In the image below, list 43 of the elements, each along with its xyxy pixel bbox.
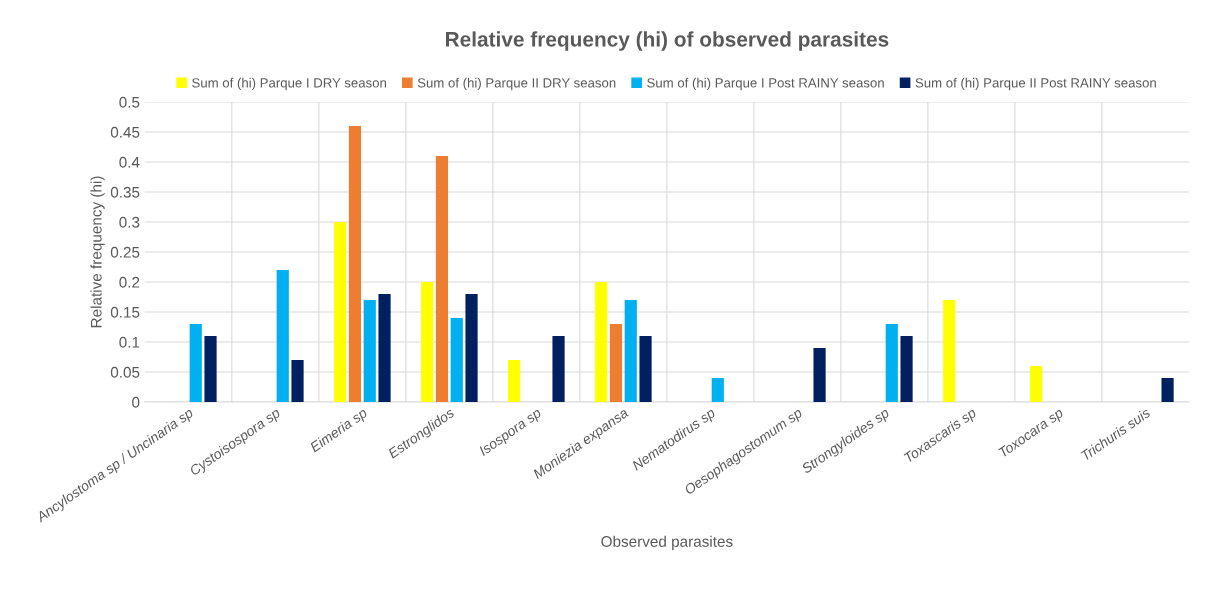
- bar: [943, 300, 956, 402]
- legend-label: Sum of (hi) Parque II Post RAINY season: [915, 77, 1156, 91]
- bar: [276, 270, 289, 402]
- bar: [435, 156, 449, 402]
- bar: [421, 282, 434, 402]
- bar: [885, 324, 898, 402]
- y-axis-title: Relative frequency (hi): [90, 176, 105, 328]
- x-axis-title: Observed parasites: [601, 535, 733, 550]
- y-tick-label: 0.15: [110, 306, 140, 318]
- y-tick-label: 0.05: [110, 366, 140, 378]
- bar: [609, 324, 623, 402]
- bar: [624, 300, 637, 402]
- y-tick-label: 0.4: [119, 156, 140, 168]
- bar: [291, 360, 304, 402]
- y-tick-label: 0.2: [119, 276, 140, 288]
- bar: [378, 294, 391, 402]
- bar: [348, 126, 362, 402]
- bar: [189, 324, 202, 402]
- legend-label: Sum of (hi) Parque I Post RAINY season: [647, 77, 884, 91]
- bar: [711, 378, 724, 402]
- bar: [900, 336, 913, 402]
- bar: [465, 294, 478, 402]
- y-tick-label: 0: [132, 396, 140, 408]
- y-tick-label: 0.1: [119, 336, 140, 348]
- bar: [204, 336, 217, 402]
- bar: [813, 348, 826, 402]
- legend-label: Sum of (hi) Parque II DRY season: [417, 77, 616, 91]
- bar: [1030, 366, 1043, 402]
- chart-title: Relative frequency (hi) of observed parasites: [445, 31, 889, 51]
- bar: [639, 336, 652, 402]
- bar: [450, 318, 463, 402]
- y-tick-label: 0.5: [119, 96, 140, 108]
- bar: [595, 282, 608, 402]
- y-tick-label: 0.35: [110, 186, 140, 198]
- bar: [508, 360, 521, 402]
- bar: [552, 336, 565, 402]
- y-tick-label: 0.3: [119, 216, 140, 228]
- legend-label: Sum of (hi) Parque I DRY season: [192, 77, 386, 91]
- y-tick-label: 0.45: [110, 126, 140, 138]
- bar: [1161, 378, 1174, 402]
- y-tick-label: 0.25: [110, 246, 140, 258]
- bar: [363, 300, 376, 402]
- bar: [334, 222, 347, 402]
